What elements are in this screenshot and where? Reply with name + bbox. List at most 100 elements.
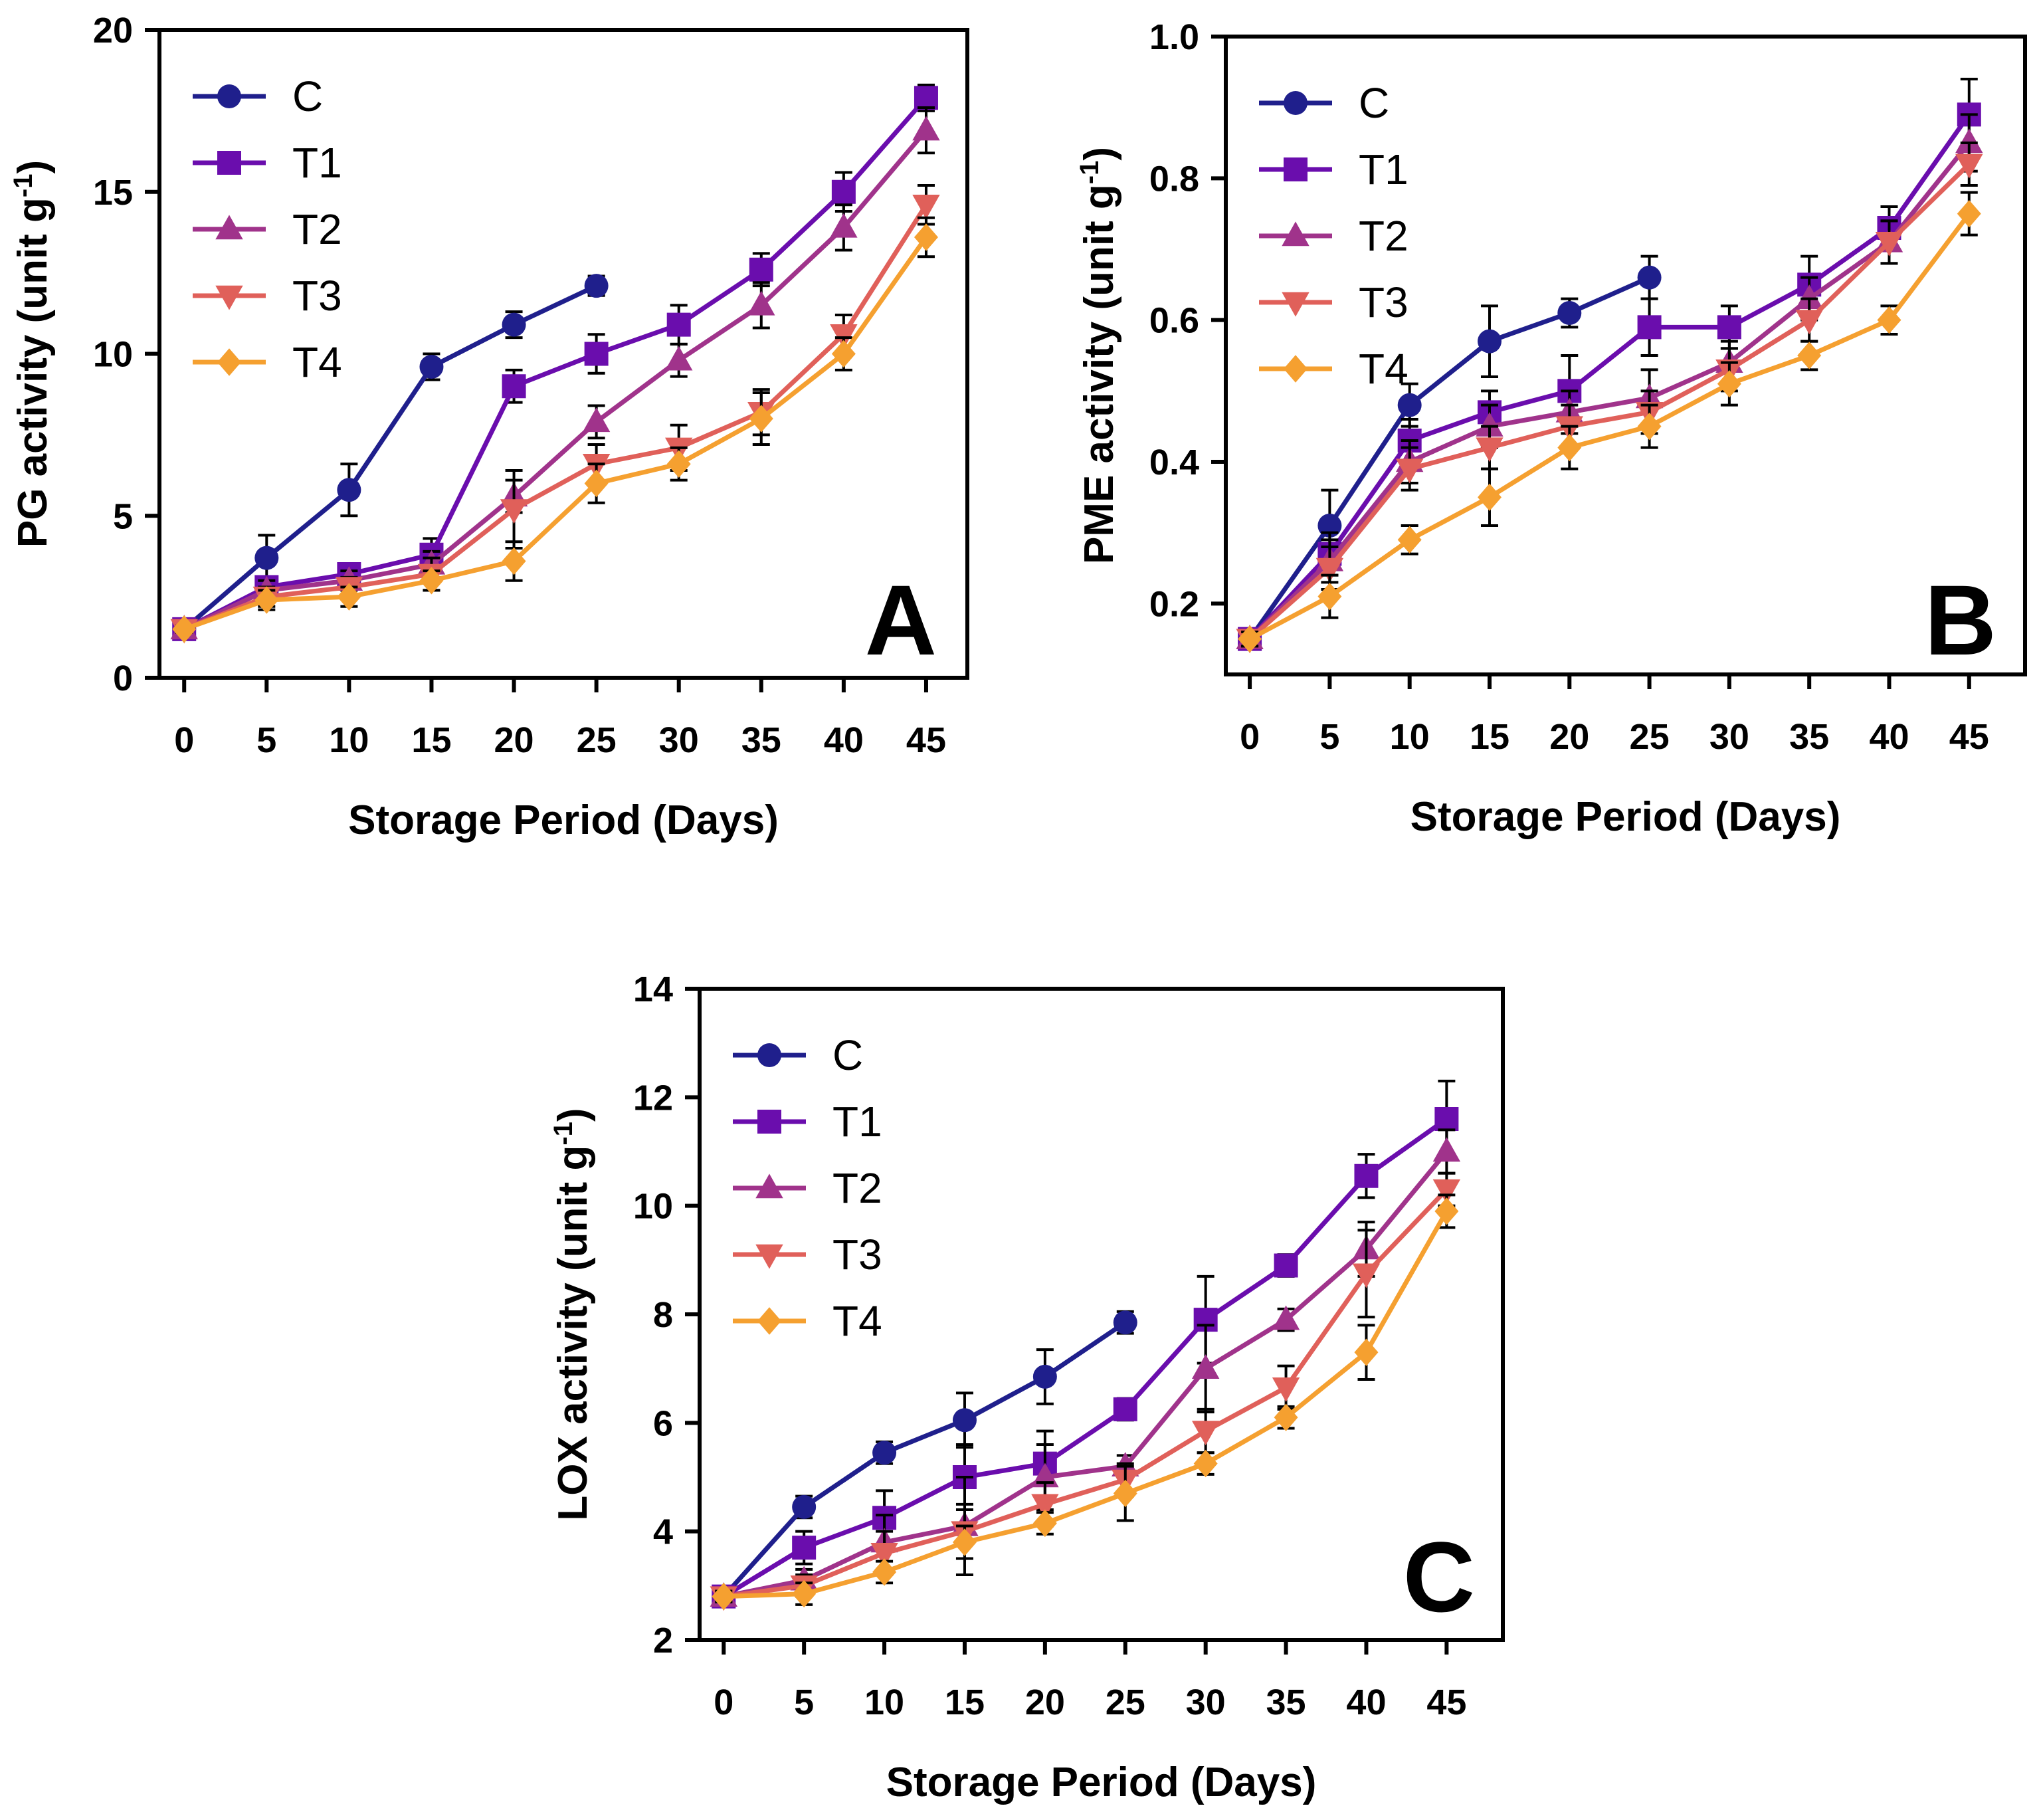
data-point (1434, 1197, 1459, 1225)
x-tick-label: 15 (945, 1682, 985, 1722)
data-point (870, 1543, 898, 1567)
legend-marker (1284, 355, 1308, 383)
legend-label: T2 (832, 1164, 882, 1212)
legend-label: C (292, 72, 323, 120)
data-point (1354, 1163, 1379, 1188)
data-point (1113, 1479, 1137, 1508)
series-line (1248, 113, 1971, 641)
data-point (1272, 1305, 1300, 1330)
legend-marker (1282, 292, 1310, 317)
legend-marker (217, 84, 241, 108)
data-point (1557, 433, 1582, 462)
data-point (1795, 310, 1823, 335)
data-point (749, 257, 773, 282)
series-line (183, 235, 928, 632)
series-t3 (1236, 142, 1983, 654)
y-tick-label: 0.6 (1149, 301, 1199, 341)
series-line (183, 203, 928, 632)
series-line (183, 128, 928, 632)
data-point (254, 546, 279, 570)
data-point (952, 1528, 977, 1556)
series-line (723, 1187, 1448, 1599)
data-point (1955, 153, 1983, 179)
data-point (502, 547, 526, 575)
y-tick-label: 20 (93, 11, 133, 51)
x-tick-label: 30 (1186, 1682, 1226, 1722)
legend-item-t3: T3 (1259, 278, 1408, 326)
y-tick-label: 6 (653, 1403, 673, 1443)
legend-item-t2: T2 (1259, 212, 1408, 260)
data-point (1238, 625, 1262, 653)
data-point (1795, 284, 1823, 309)
x-tick-label: 35 (741, 720, 781, 760)
x-tick-label: 45 (1426, 1682, 1466, 1722)
y-tick-label: 0.4 (1149, 443, 1199, 482)
data-point (792, 1494, 817, 1519)
data-point (1476, 412, 1504, 437)
legend-item-t1: T1 (733, 1098, 882, 1146)
chart-panel-c: 2 4 6 8 10 12 14 0 5 10 15 20 25 30 35 40 45 Storage Peri… (549, 969, 1505, 1805)
series-t4 (712, 1193, 1459, 1611)
series-line (724, 1210, 1449, 1599)
legend-marker (1282, 221, 1310, 247)
legend-label: T1 (292, 139, 342, 187)
legend-item-t1: T1 (1259, 146, 1408, 193)
x-axis-label: Storage Period (Days) (886, 1760, 1317, 1805)
data-point (254, 586, 279, 614)
x-tick-label: 5 (1319, 717, 1339, 757)
y-tick-label: 0 (113, 658, 133, 698)
data-point (747, 290, 775, 316)
data-point (584, 342, 609, 366)
series-line (182, 283, 598, 631)
data-point (1957, 199, 1981, 228)
legend-marker (755, 1173, 783, 1199)
data-point (1354, 1338, 1379, 1366)
data-point (872, 1441, 897, 1465)
x-tick-label: 5 (794, 1682, 814, 1722)
data-point (831, 179, 856, 204)
series-t4 (172, 216, 938, 643)
x-tick-label: 25 (1106, 1682, 1145, 1722)
series-line (1248, 212, 1971, 641)
x-tick-label: 0 (1240, 717, 1260, 757)
plot-frame (1224, 35, 2027, 676)
data-point (1193, 1449, 1218, 1478)
series-line (1248, 141, 1971, 641)
series-t2 (1236, 113, 1983, 649)
legend-label: T2 (1359, 212, 1408, 260)
data-point (1274, 1253, 1298, 1278)
series-line (1248, 162, 1971, 641)
legend-label: C (832, 1031, 863, 1079)
x-tick-label: 45 (906, 720, 946, 760)
data-point (337, 478, 361, 502)
data-point (749, 405, 773, 433)
legend-item-t4: T4 (733, 1297, 882, 1345)
y-tick-label: 10 (93, 335, 133, 375)
data-point (1717, 315, 1741, 340)
legend-item-t3: T3 (193, 272, 342, 320)
legend-item-t2: T2 (193, 205, 342, 253)
x-tick-label: 45 (1949, 717, 1989, 757)
data-point (1637, 315, 1662, 340)
y-tick-label: 10 (633, 1187, 673, 1227)
legend-item-c: C (733, 1031, 863, 1079)
series-t3 (170, 184, 940, 644)
y-tick-label: 14 (633, 969, 673, 1009)
panel-letter: A (865, 564, 937, 676)
series-t2 (170, 106, 940, 640)
data-point (830, 213, 858, 238)
x-tick-label: 15 (411, 720, 451, 760)
y-tick-label: 0.2 (1149, 584, 1199, 624)
y-axis-label: LOX activity (unit g-1) (549, 1108, 596, 1520)
data-point (831, 340, 856, 368)
legend-marker (217, 348, 241, 376)
legend-label: T3 (292, 272, 342, 320)
series-t1 (172, 83, 938, 641)
y-axis-label: PG activity (unit g-1) (9, 160, 56, 548)
x-tick-label: 10 (1390, 717, 1430, 757)
data-point (792, 1536, 817, 1560)
legend-marker (215, 215, 243, 240)
legend-marker (217, 151, 241, 175)
data-point (666, 312, 691, 337)
